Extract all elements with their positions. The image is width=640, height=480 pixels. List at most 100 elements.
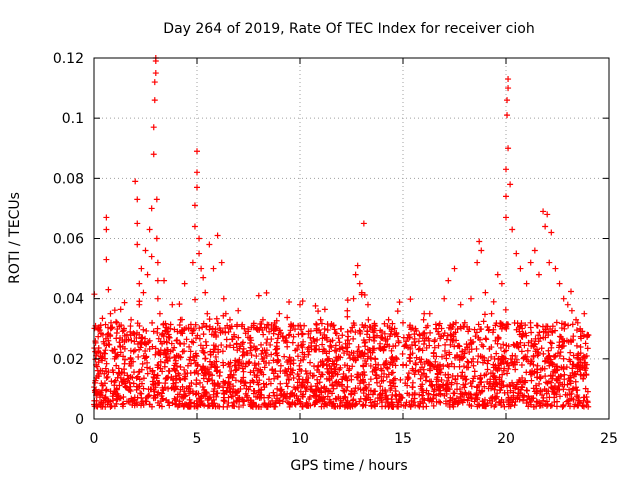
data-point: [146, 401, 153, 408]
data-point: [496, 387, 503, 394]
data-point: [212, 326, 219, 333]
data-point: [242, 363, 249, 370]
data-point: [195, 370, 202, 377]
data-point: [134, 241, 141, 248]
x-tick-label: 25: [600, 431, 618, 447]
data-point: [504, 97, 511, 104]
data-point: [513, 250, 520, 257]
data-point: [455, 342, 462, 349]
data-point: [352, 357, 359, 364]
data-point: [253, 365, 260, 372]
data-point: [127, 347, 134, 354]
data-point: [153, 235, 160, 242]
data-point: [149, 381, 156, 388]
data-point: [381, 344, 388, 351]
data-point: [567, 358, 574, 365]
data-point: [473, 345, 480, 352]
data-point: [498, 402, 505, 409]
data-point: [253, 353, 260, 360]
data-point: [212, 403, 219, 410]
data-point: [346, 340, 353, 347]
data-point: [218, 259, 225, 266]
data-point: [204, 310, 211, 317]
data-point: [206, 402, 213, 409]
data-point: [331, 347, 338, 354]
data-point: [509, 226, 516, 233]
data-point: [357, 386, 364, 393]
data-point: [513, 359, 520, 366]
data-point: [135, 353, 142, 360]
data-point: [478, 247, 485, 254]
data-point: [306, 395, 313, 402]
data-point: [127, 356, 134, 363]
data-point: [434, 374, 441, 381]
data-point: [207, 371, 214, 378]
data-point: [214, 320, 221, 327]
data-point: [430, 350, 437, 357]
data-point: [527, 259, 534, 266]
data-point: [420, 389, 427, 396]
data-point: [196, 325, 203, 332]
data-point: [462, 389, 469, 396]
data-point: [317, 359, 324, 366]
data-point: [387, 330, 394, 337]
data-point: [120, 353, 127, 360]
data-point: [407, 296, 414, 303]
data-point: [149, 368, 156, 375]
data-point: [134, 196, 141, 203]
data-point: [321, 401, 328, 408]
data-point: [521, 342, 528, 349]
data-point: [206, 241, 213, 248]
data-point: [318, 388, 325, 395]
data-point: [213, 332, 220, 339]
data-point: [148, 253, 155, 260]
data-point: [392, 362, 399, 369]
data-point: [132, 178, 139, 185]
data-point: [467, 295, 474, 302]
data-point: [384, 323, 391, 330]
data-point: [194, 184, 200, 191]
data-point: [399, 394, 406, 401]
data-point: [295, 331, 302, 338]
data-point: [303, 402, 310, 409]
data-point: [233, 323, 240, 330]
data-point: [102, 365, 109, 372]
data-point: [103, 226, 110, 233]
data-point: [159, 368, 166, 375]
data-point: [367, 376, 374, 383]
data-point: [287, 365, 294, 372]
data-point: [552, 265, 559, 272]
data-point: [532, 335, 539, 342]
data-point: [138, 394, 145, 401]
data-point: [95, 325, 102, 332]
data-point: [185, 325, 192, 332]
data-point: [509, 379, 516, 386]
data-point: [479, 353, 486, 360]
data-point: [459, 375, 466, 382]
data-point: [548, 402, 555, 409]
data-point: [532, 382, 539, 389]
data-point: [134, 320, 141, 327]
data-point: [220, 295, 227, 302]
data-point: [329, 322, 336, 329]
data-point: [360, 401, 367, 408]
data-point: [131, 331, 138, 338]
data-point: [344, 362, 351, 369]
data-point: [294, 353, 301, 360]
data-point: [532, 348, 539, 355]
data-point: [303, 378, 310, 385]
data-point: [522, 322, 529, 329]
data-point: [129, 401, 136, 408]
data-point: [503, 214, 509, 221]
data-point: [307, 334, 314, 341]
data-point: [370, 402, 377, 409]
data-point: [233, 341, 240, 348]
data-point: [196, 379, 203, 386]
data-point: [133, 334, 140, 341]
data-point: [225, 399, 232, 406]
data-point: [103, 360, 110, 367]
data-point: [412, 361, 419, 368]
data-point: [530, 361, 537, 368]
data-point: [110, 397, 117, 404]
data-point: [474, 359, 481, 366]
